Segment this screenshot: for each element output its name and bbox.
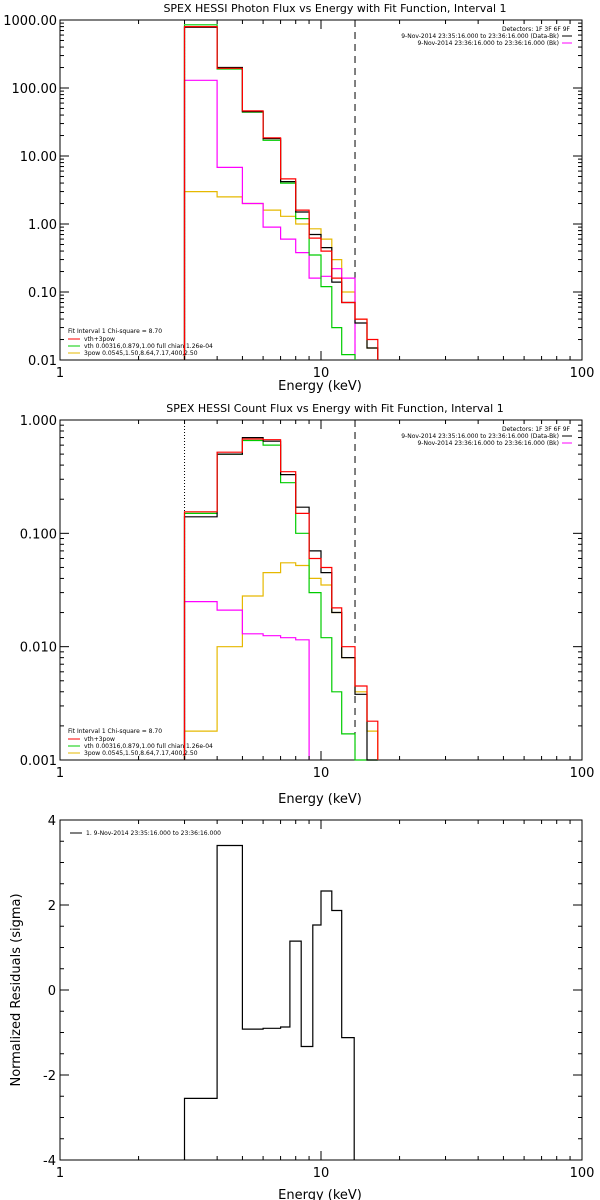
y-tick-label: 1000.00 <box>3 14 57 29</box>
panel1-xlabel: Energy (keV) <box>278 379 362 394</box>
series-data-bk-step <box>183 437 378 761</box>
x-tick-label: 10 <box>313 766 330 781</box>
y-tick-label: 0.100 <box>20 527 57 542</box>
series-vth-3pow-step <box>183 438 379 760</box>
series-3pow-step <box>183 562 379 760</box>
panel1-legend-detectors: Detectors: 1F 3F 6F 9F <box>502 26 571 33</box>
panel1-legend-total: vth+3pow <box>84 336 115 343</box>
panel2-legend-detectors: Detectors: 1F 3F 6F 9F <box>502 426 571 433</box>
x-tick-label: 100 <box>570 766 595 781</box>
y-tick-label: 0 <box>48 984 56 999</box>
panel2-legend-data: 9-Nov-2014 23:35:16.000 to 23:36:16.000 … <box>401 433 559 440</box>
panel2-legend-pow: 3pow 0.0545,1.50,8.64,7.17,400,2.50 <box>84 750 198 757</box>
panel3-frame <box>59 819 583 1161</box>
series-3pow-step <box>183 191 379 360</box>
y-tick-label: 10.00 <box>20 150 57 165</box>
panel2-legend-bk: 9-Nov-2014 23:36:16.000 to 23:36:16.000 … <box>417 440 559 447</box>
series-bk-step <box>183 601 310 760</box>
y-tick-label: 0.10 <box>28 286 57 301</box>
x-tick-label: 10 <box>313 366 330 381</box>
x-tick-label: 100 <box>570 366 595 381</box>
panel2-legend-bottom-left: Fit Interval 1 Chi-square = 8.70 vth+3po… <box>68 728 213 757</box>
y-tick-label: 0.010 <box>20 641 57 656</box>
y-tick-label: 0.001 <box>20 754 57 769</box>
series-vth-3pow-step <box>183 26 379 360</box>
x-tick-label: 1 <box>56 1166 64 1181</box>
y-tick-label: 1.00 <box>28 218 57 233</box>
x-tick-label: 1 <box>56 366 64 381</box>
panel2-legend-fit: Fit Interval 1 Chi-square = 8.70 <box>68 728 162 735</box>
series-vth-step <box>183 24 356 360</box>
x-tick-label: 100 <box>570 1166 595 1181</box>
panel1-frame <box>59 19 583 361</box>
y-tick-label: 100.00 <box>12 82 58 97</box>
x-tick-label: 1 <box>56 766 64 781</box>
residuals-step <box>183 844 355 1160</box>
panel1-title: SPEX HESSI Photon Flux vs Energy with Fi… <box>163 2 506 15</box>
panel3-ylabel: Normalized Residuals (sigma) <box>9 893 24 1086</box>
count-flux-panel: SPEX HESSI Count Flux vs Energy with Fit… <box>20 402 595 807</box>
panel3-xlabel: Energy (keV) <box>278 1188 362 1200</box>
panel1-legend-fit: Fit Interval 1 Chi-square = 8.70 <box>68 328 162 335</box>
x-tick-label: 10 <box>313 1166 330 1181</box>
panel1-legend-data: 9-Nov-2014 23:35:16.000 to 23:36:16.000 … <box>401 33 559 40</box>
panel1-legend-bk: 9-Nov-2014 23:36:16.000 to 23:36:16.000 … <box>417 40 559 47</box>
series-bk-step <box>183 79 356 360</box>
y-tick-label: -2 <box>43 1069 56 1084</box>
panel1-legend-pow: 3pow 0.0545,1.50,8.64,7.17,400,2.50 <box>84 350 198 357</box>
series-vth-step <box>183 439 378 761</box>
panel3-legend-label: 1. 9-Nov-2014 23:35:16.000 to 23:36:16.0… <box>86 830 221 837</box>
panel1-legend-bottom-left: Fit Interval 1 Chi-square = 8.70 vth+3po… <box>68 328 213 357</box>
y-tick-label: 2 <box>48 899 56 914</box>
panel2-frame <box>59 419 583 761</box>
y-tick-label: 0.01 <box>28 354 57 369</box>
panel1-legend-vth: vth 0.00316,0.879,1.00 full chian 1.26e-… <box>84 343 213 350</box>
panel2-xlabel: Energy (keV) <box>278 792 362 807</box>
panel2-legend-vth: vth 0.00316,0.879,1.00 full chian 1.26e-… <box>84 743 213 750</box>
series-data-bk-step <box>183 26 379 360</box>
panel2-legend-top-right: Detectors: 1F 3F 6F 9F 9-Nov-2014 23:35:… <box>401 426 572 447</box>
y-tick-label: 4 <box>48 814 56 829</box>
panel1-legend-top-right: Detectors: 1F 3F 6F 9F 9-Nov-2014 23:35:… <box>401 26 572 47</box>
residuals-panel: -4 -2 0 2 4 1 10 100 Energy (keV) Normalized Re… <box>9 814 594 1200</box>
y-tick-label: 1.000 <box>20 414 57 429</box>
photon-flux-panel: SPEX HESSI Photon Flux vs Energy with Fi… <box>3 2 594 394</box>
y-tick-label: -4 <box>43 1154 56 1169</box>
panel2-legend-total: vth+3pow <box>84 736 115 743</box>
panel2-title: SPEX HESSI Count Flux vs Energy with Fit… <box>166 402 503 415</box>
